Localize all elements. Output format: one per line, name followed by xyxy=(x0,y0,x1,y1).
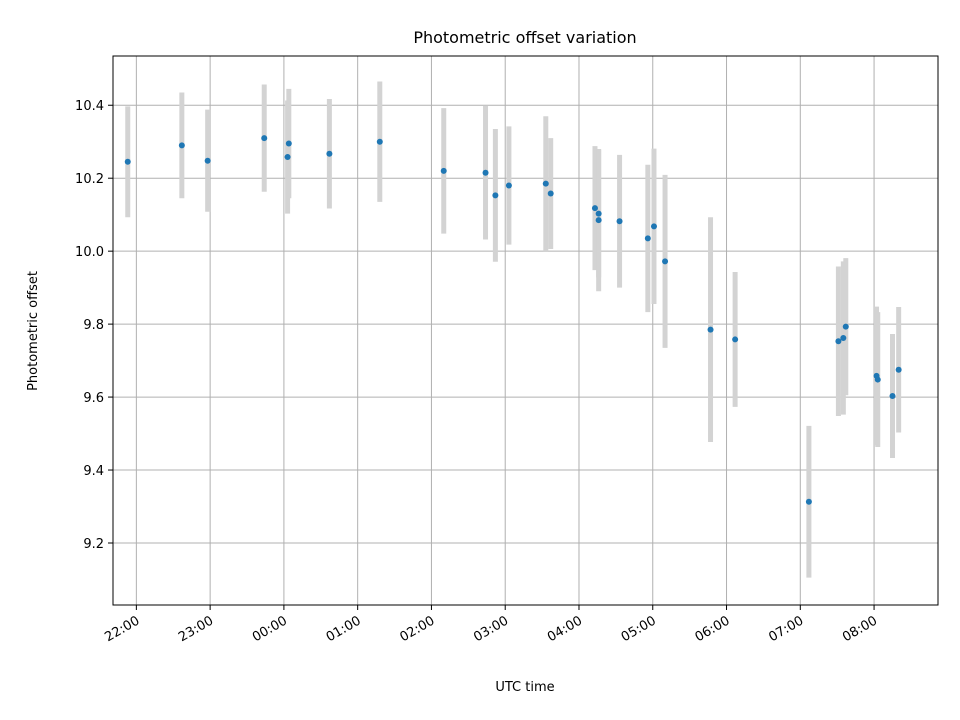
data-point xyxy=(547,190,554,197)
data-point xyxy=(595,210,602,217)
data-point xyxy=(204,157,211,164)
data-point xyxy=(662,258,669,265)
data-point xyxy=(505,182,512,189)
data-point xyxy=(616,218,623,225)
data-point xyxy=(542,180,549,187)
data-point xyxy=(840,334,847,341)
data-point xyxy=(285,140,292,147)
data-point xyxy=(644,235,651,242)
y-tick-label: 9.6 xyxy=(83,391,104,406)
data-point xyxy=(492,192,499,199)
data-point xyxy=(178,142,185,149)
data-point xyxy=(376,138,383,145)
data-point xyxy=(440,167,447,174)
chart-title: Photometric offset variation xyxy=(413,28,636,47)
data-points xyxy=(124,135,902,505)
y-tick-label: 10.2 xyxy=(75,172,104,187)
data-point xyxy=(326,150,333,157)
data-point xyxy=(805,498,812,505)
data-point xyxy=(895,366,902,373)
data-point xyxy=(124,158,131,165)
data-point xyxy=(707,326,714,333)
data-point xyxy=(595,217,602,224)
y-tick-label: 10.0 xyxy=(75,245,104,260)
data-point xyxy=(284,154,291,161)
data-point xyxy=(482,169,489,176)
y-tick-label: 9.2 xyxy=(83,537,104,552)
y-tick-label: 10.4 xyxy=(75,99,104,114)
grid xyxy=(113,56,938,605)
data-point xyxy=(842,323,849,330)
y-tick-label: 9.4 xyxy=(83,464,104,479)
data-point xyxy=(732,336,739,343)
data-point xyxy=(591,205,598,212)
x-axis-label: UTC time xyxy=(495,680,554,695)
y-axis-label: Photometric offset xyxy=(26,271,41,391)
data-point xyxy=(261,135,268,142)
data-point xyxy=(835,338,842,345)
y-tick-label: 9.8 xyxy=(83,318,104,333)
y-axis-ticks: 9.2 9.4 9.6 9.8 10.0 10.2 10.4 xyxy=(75,99,113,552)
data-point xyxy=(650,223,657,230)
data-point xyxy=(874,376,881,383)
plot-frame xyxy=(112,55,939,606)
data-point xyxy=(889,392,896,399)
